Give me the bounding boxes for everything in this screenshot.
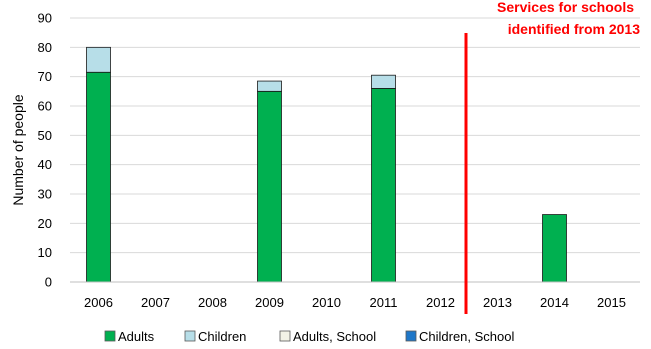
legend-swatch-children [184,330,196,342]
bar-adults-2011 [371,88,396,283]
x-tick-labels: 2006 2007 2008 2009 2010 2011 2012 2013 2014 2015 [84,295,626,310]
x-tick-label: 2013 [483,295,512,310]
x-tick-label: 2014 [540,295,569,310]
legend-swatch-adults [104,330,116,342]
y-tick-label: 20 [38,216,52,231]
y-tick-label: 60 [38,99,52,114]
bar-adults-2014 [542,214,567,283]
bar-children-2006 [86,46,111,73]
bar-adults-2006 [86,71,111,283]
bar-children-2011 [371,74,396,89]
x-tick-label: 2015 [597,295,626,310]
legend-swatch-adults-school [279,330,291,342]
y-tick-label: 10 [38,245,52,260]
y-tick-label: 90 [38,11,52,26]
legend-label-adults-school: Adults, School [293,329,376,344]
x-tick-label: 2012 [426,295,455,310]
legend-swatch-children-school [405,330,417,342]
y-tick-label: 70 [38,69,52,84]
legend-label-children: Children [198,329,246,344]
y-tick-labels: 0 10 20 30 40 50 60 70 80 90 [38,11,52,290]
y-axis-label: Number of people [10,94,26,206]
bar-children-2009 [257,80,282,92]
annotation-text-line-1: Services for schools [497,0,634,15]
gridlines [70,17,640,254]
y-tick-label: 80 [38,40,52,55]
x-tick-label: 2010 [312,295,341,310]
x-tick-label: 2011 [370,295,398,310]
x-tick-label: 2006 [84,295,113,310]
bars [86,46,567,283]
annotation: Services for schools identified from 201… [464,0,640,314]
bar-adults-2009 [257,90,282,283]
x-tick-label: 2009 [255,295,284,310]
x-tick-label: 2008 [198,295,227,310]
legend-label-children-school: Children, School [419,329,514,344]
legend-label-adults: Adults [118,329,155,344]
y-tick-label: 30 [38,187,52,202]
y-tick-label: 0 [45,275,52,290]
annotation-text-line-2: identified from 2013 [508,21,640,37]
y-tick-label: 40 [38,157,52,172]
x-tick-label: 2007 [141,295,170,310]
y-tick-label: 50 [38,128,52,143]
legend: Adults Children Adults, School Children, Sc… [104,329,514,344]
